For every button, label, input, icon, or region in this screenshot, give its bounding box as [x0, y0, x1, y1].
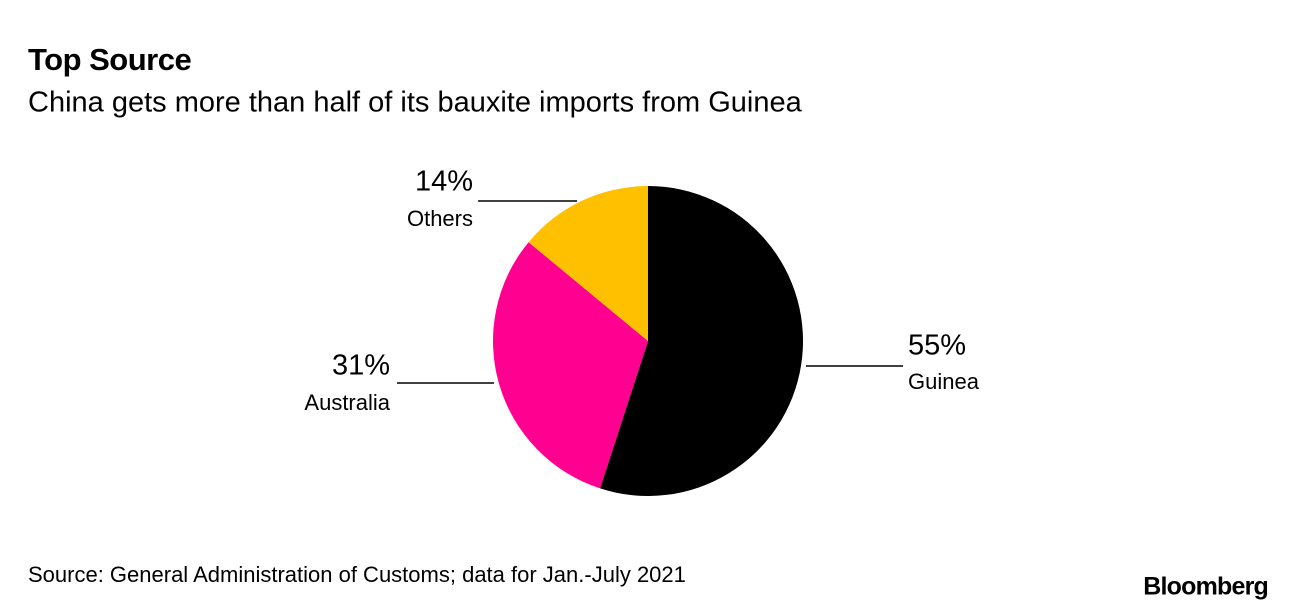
chart-subtitle: China gets more than half of its bauxite…	[28, 87, 803, 119]
category-label: Others	[407, 206, 473, 231]
value-label: 55%	[908, 330, 966, 362]
pie-slice	[492, 242, 648, 489]
value-label: 14%	[415, 166, 473, 198]
pie-slice	[528, 186, 648, 341]
brand-logo: Bloomberg	[1143, 573, 1268, 601]
category-label: Australia	[304, 390, 390, 415]
chart-title: Top Source	[28, 42, 191, 77]
value-label: 31%	[332, 350, 390, 382]
source-note: Source: General Administration of Custom…	[28, 562, 686, 587]
pie-slice	[600, 186, 803, 496]
category-label: Guinea	[908, 369, 980, 394]
